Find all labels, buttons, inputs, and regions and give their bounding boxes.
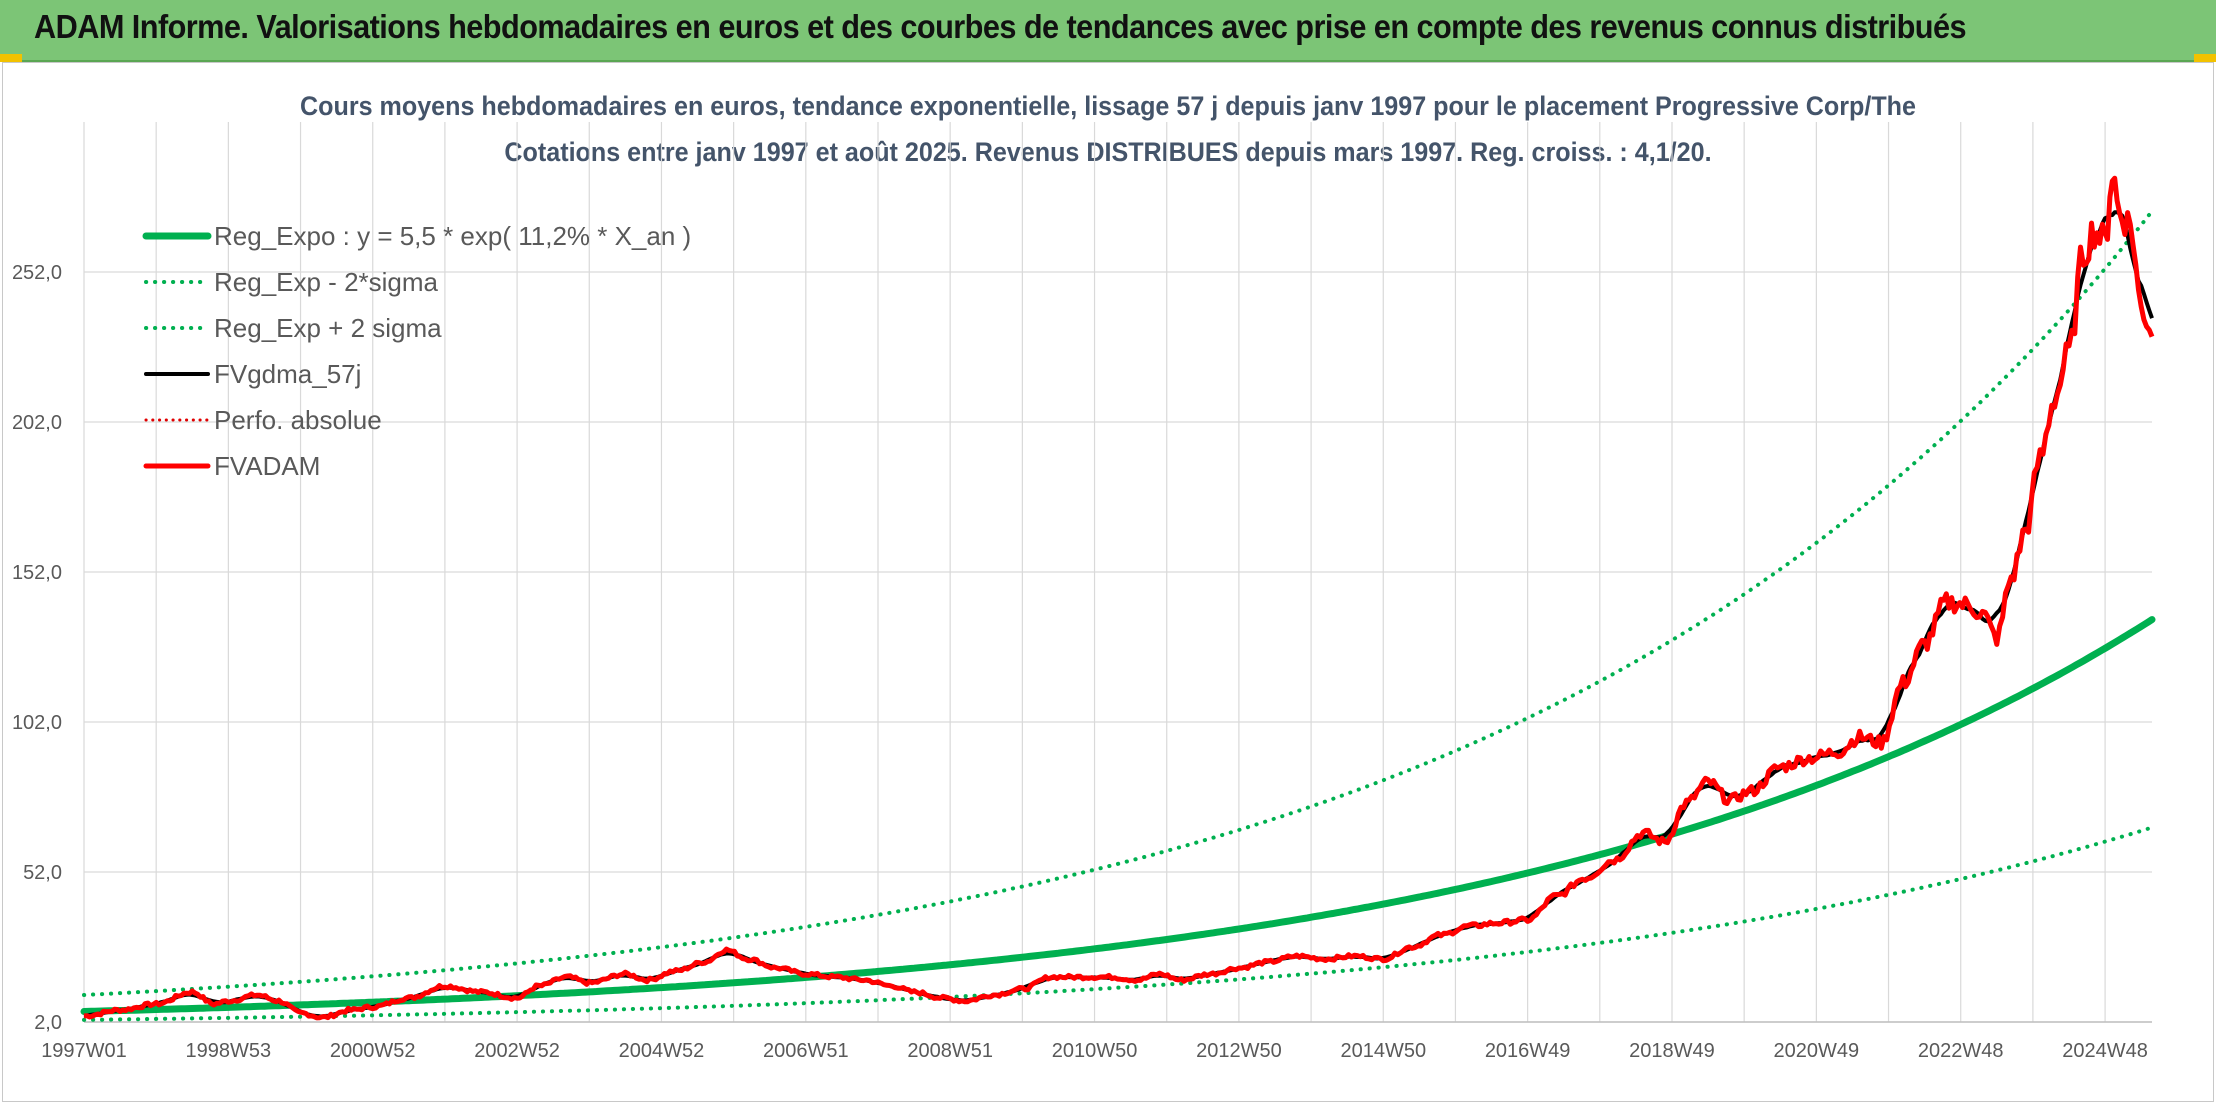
legend-label: Reg_Exp + 2 sigma xyxy=(214,313,442,343)
report-title: ADAM Informe. Valorisations hebdomadaire… xyxy=(34,8,1967,45)
x-tick-label: 1998W53 xyxy=(186,1040,272,1062)
x-tick-label: 2002W52 xyxy=(474,1040,560,1062)
series-line-fvadam xyxy=(83,175,2155,1021)
chart-subtitle: Cotations entre janv 1997 et août 2025. … xyxy=(504,137,1712,167)
x-tick-label: 2016W49 xyxy=(1485,1040,1571,1062)
y-tick-label: 252,0 xyxy=(12,262,62,284)
chart-series xyxy=(80,175,2156,1022)
legend-label: FVADAM xyxy=(214,451,320,481)
x-tick-label: 2010W50 xyxy=(1052,1040,1138,1062)
x-tick-label: 2004W52 xyxy=(619,1040,705,1062)
legend-label: Reg_Exp - 2*sigma xyxy=(214,267,439,297)
x-tick-label: 2018W49 xyxy=(1629,1040,1715,1062)
x-tick-label: 2006W51 xyxy=(763,1040,849,1062)
y-tick-label: 202,0 xyxy=(12,412,62,434)
corner-marker xyxy=(0,54,22,62)
chart-grid xyxy=(83,122,2152,1023)
chart-legend: Reg_Expo : y = 5,5 * exp( 11,2% * X_an )… xyxy=(142,221,691,481)
chart-title: Cours moyens hebdomadaires en euros, ten… xyxy=(300,91,1916,121)
series-line-reg_exp xyxy=(82,209,2154,997)
chart-frame xyxy=(2,62,2214,1102)
x-tick-label: 2012W50 xyxy=(1196,1040,1282,1062)
series-line-reg_exp xyxy=(82,825,2154,1022)
y-tick-label: 102,0 xyxy=(12,712,62,734)
corner-marker xyxy=(2194,54,2216,62)
legend-label: FVgdma_57j xyxy=(214,359,361,389)
report-banner: ADAM Informe. Valorisations hebdomadaire… xyxy=(0,0,2216,62)
x-tick-label: 2022W48 xyxy=(1918,1040,2004,1062)
legend-label: Reg_Expo : y = 5,5 * exp( 11,2% * X_an ) xyxy=(214,221,691,251)
x-tick-label: 2000W52 xyxy=(330,1040,416,1062)
x-tick-label: 2014W50 xyxy=(1340,1040,1426,1062)
x-tick-label: 2008W51 xyxy=(907,1040,993,1062)
legend-label: Perfo. absolue xyxy=(214,405,382,435)
x-tick-label: 1997W01 xyxy=(41,1040,127,1062)
series-line-reg_expo xyxy=(80,616,2156,1015)
x-tick-label: 2020W49 xyxy=(1774,1040,1860,1062)
y-tick-label: 52,0 xyxy=(23,862,62,884)
chart-axes: 2,0 52,0 102,0 152,0 202,0 252,0 1997W01 1998W5… xyxy=(12,262,2152,1062)
y-tick-label: 152,0 xyxy=(12,562,62,584)
y-tick-label: 2,0 xyxy=(34,1012,62,1034)
x-tick-label: 2024W48 xyxy=(2062,1040,2148,1062)
